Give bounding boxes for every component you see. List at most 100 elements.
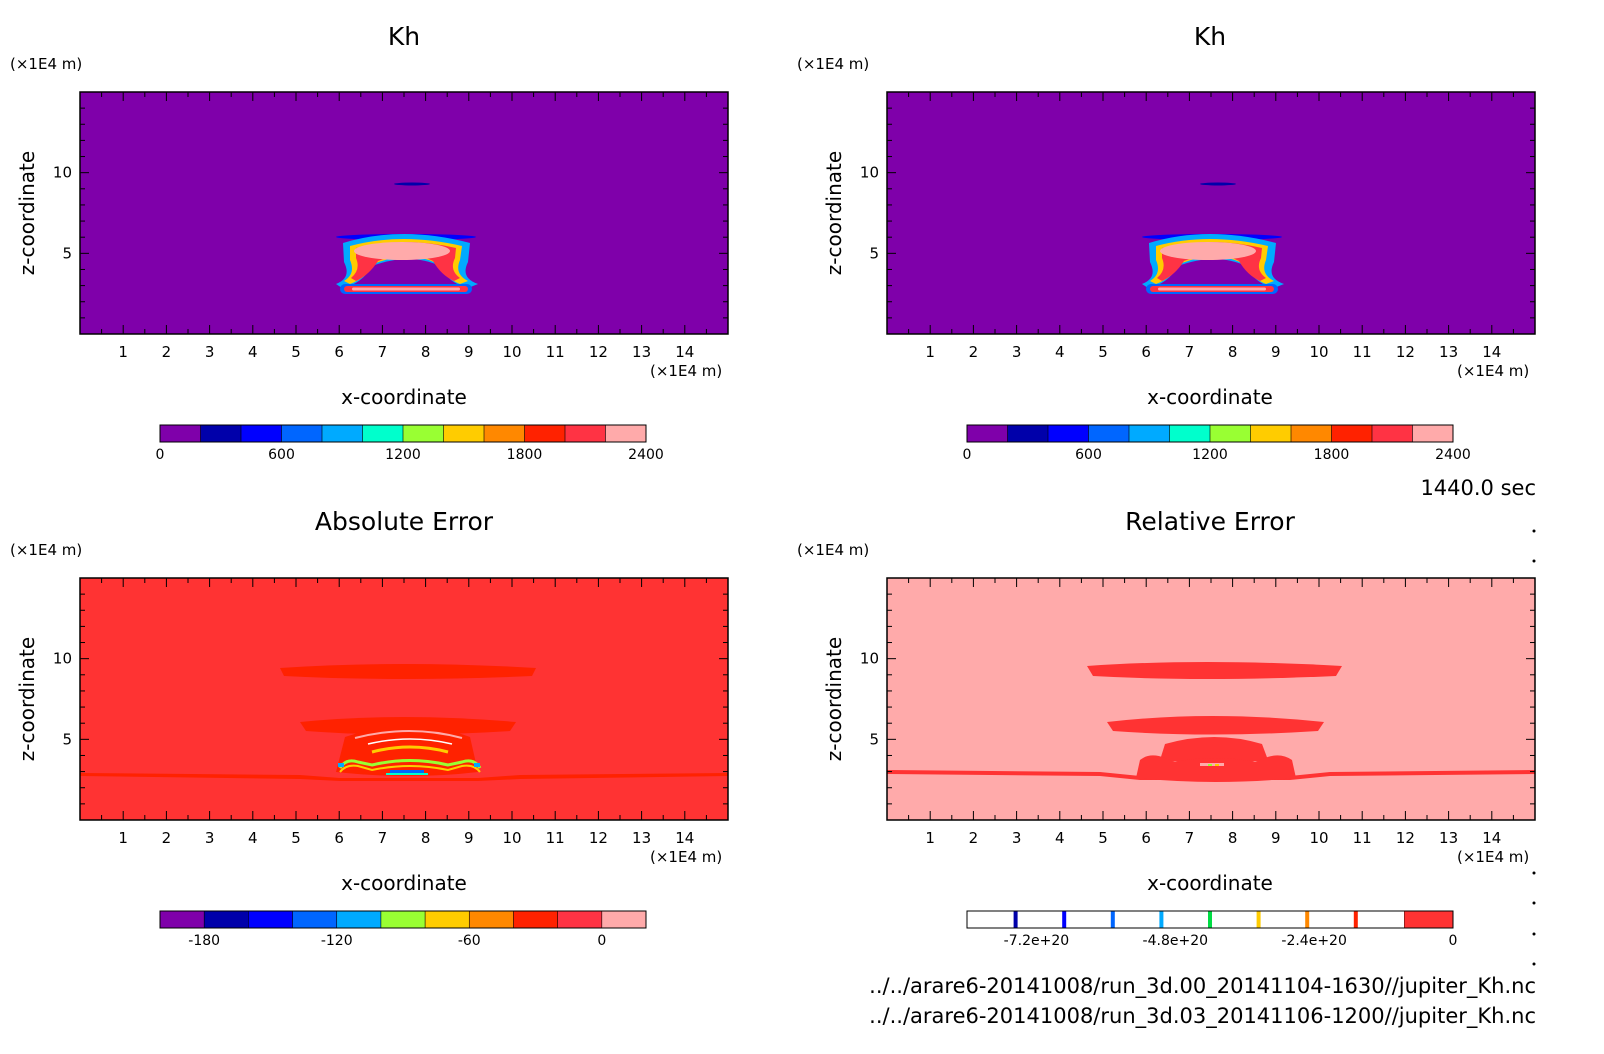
x-tick-label: 7 xyxy=(378,829,388,847)
colorbar-label: -120 xyxy=(321,933,353,949)
colorbar-swatch xyxy=(160,911,205,928)
x-tick-label: 5 xyxy=(1098,829,1108,847)
x-tick-label: 14 xyxy=(675,343,694,361)
x-tick-label: 6 xyxy=(1141,343,1151,361)
colorbar-swatch xyxy=(322,425,363,442)
y-axis-label: z-coordinate xyxy=(822,151,846,275)
x-tick-label: 8 xyxy=(1228,343,1238,361)
colorbar-swatch xyxy=(1048,425,1089,442)
field-background xyxy=(887,92,1535,334)
colorbar-label: -180 xyxy=(188,933,220,949)
side-spot-left xyxy=(338,763,344,767)
horizontal-stripe xyxy=(80,773,728,781)
colorbar-swatch xyxy=(403,425,444,442)
colorbar-swatch xyxy=(1007,425,1049,442)
x-tick-label: 12 xyxy=(589,829,608,847)
middle-band xyxy=(1107,716,1324,735)
colorbar-label: 0 xyxy=(963,447,972,463)
x-tick-label: 5 xyxy=(291,343,301,361)
x-unit-label: (×1E4 m) xyxy=(650,848,722,866)
x-tick-label: 4 xyxy=(248,829,258,847)
time-label: 1440.0 sec xyxy=(1420,476,1536,500)
colorbar-swatch xyxy=(605,425,647,442)
colorbar-label: 2400 xyxy=(1435,447,1471,463)
colorbar-swatch xyxy=(248,911,294,928)
colorbar-swatch-zero xyxy=(1404,911,1453,928)
x-tick-label: 12 xyxy=(589,343,608,361)
upper-band xyxy=(1087,662,1342,679)
colorbar-label: -60 xyxy=(458,933,481,949)
horizontal-stripe xyxy=(887,770,1535,780)
colorbar-swatch xyxy=(380,911,426,928)
contour-arc-5 xyxy=(339,764,481,773)
y-tick-label: 5 xyxy=(869,730,879,748)
plume-bottom xyxy=(1136,755,1296,782)
y-unit-label: (×1E4 m) xyxy=(10,541,82,559)
colorbar-label: 1800 xyxy=(1314,447,1350,463)
y-axis-label: z-coordinate xyxy=(15,151,39,275)
contour-arc-3 xyxy=(371,745,449,754)
colorbar-label: 1800 xyxy=(507,447,543,463)
colorbar-level-mark xyxy=(1013,911,1018,928)
panel-title: Absolute Error xyxy=(315,507,494,536)
colorbar-swatch xyxy=(1169,425,1211,442)
kh-plume-shapes xyxy=(336,182,478,294)
colorbar-frame xyxy=(966,910,1454,929)
x-tick-label: 2 xyxy=(969,343,979,361)
file-path-1: ../../arare6-20141008/run_3d.00_20141104… xyxy=(869,974,1536,999)
x-axis-label: x-coordinate xyxy=(1147,871,1273,895)
x-unit-label: (×1E4 m) xyxy=(650,362,722,380)
colorbar-label: 0 xyxy=(1449,933,1458,949)
x-tick-label: 8 xyxy=(1228,829,1238,847)
y-unit-label: (×1E4 m) xyxy=(10,55,82,73)
x-unit-label: (×1E4 m) xyxy=(1457,848,1529,866)
colorbar-swatch xyxy=(362,425,404,442)
abs-error-shapes xyxy=(80,664,728,781)
plume-core xyxy=(354,242,450,260)
cyan-core xyxy=(386,773,428,775)
x-tick-label: 10 xyxy=(1309,343,1328,361)
x-tick-label: 9 xyxy=(464,829,474,847)
x-unit-label: (×1E4 m) xyxy=(1457,362,1529,380)
x-tick-label: 2 xyxy=(162,343,172,361)
x-tick-label: 13 xyxy=(1439,343,1458,361)
colorbar: 0 600 1200 1800 2400 xyxy=(963,424,1471,463)
dot xyxy=(1532,871,1536,875)
panel-absolute-error: Absolute Error (×1E4 m) 1 2 3 4 5 6 7 8 9 10 11 12 1 xyxy=(10,507,729,949)
x-tick-label: 12 xyxy=(1396,829,1415,847)
x-tick-label: 8 xyxy=(421,343,431,361)
contour-arc-1 xyxy=(354,730,463,739)
colorbar-swatch xyxy=(160,425,201,442)
x-tick-label: 4 xyxy=(1055,343,1065,361)
x-tick-label: 6 xyxy=(334,343,344,361)
panel-title: Relative Error xyxy=(1125,507,1295,536)
dot xyxy=(1532,901,1536,905)
colorbar-swatch xyxy=(1331,425,1373,442)
x-tick-label: 14 xyxy=(1482,343,1501,361)
upper-band xyxy=(280,664,536,679)
y-tick-label: 10 xyxy=(860,164,879,182)
colorbar: -7.2e+20 -4.8e+20 -2.4e+20 0 xyxy=(966,910,1458,949)
dot xyxy=(1532,559,1536,563)
x-tick-label: 14 xyxy=(675,829,694,847)
colorbar-swatch xyxy=(425,911,470,928)
file-path-2: ../../arare6-20141008/run_3d.03_20141106… xyxy=(869,1004,1536,1029)
x-tick-label: 1 xyxy=(925,343,935,361)
plume-core xyxy=(1160,242,1256,260)
x-tick-label: 11 xyxy=(546,829,565,847)
colorbar-level-mark xyxy=(1159,911,1164,928)
colorbar-frame xyxy=(159,910,647,929)
x-tick-label: 7 xyxy=(1185,829,1195,847)
y-unit-label: (×1E4 m) xyxy=(797,541,869,559)
y-tick-label: 10 xyxy=(860,650,879,668)
plume-top xyxy=(1160,737,1268,763)
x-tick-label: 3 xyxy=(1012,829,1022,847)
colorbar-swatch xyxy=(1210,425,1251,442)
x-tick-label: 9 xyxy=(1271,829,1281,847)
x-tick-label: 11 xyxy=(546,343,565,361)
